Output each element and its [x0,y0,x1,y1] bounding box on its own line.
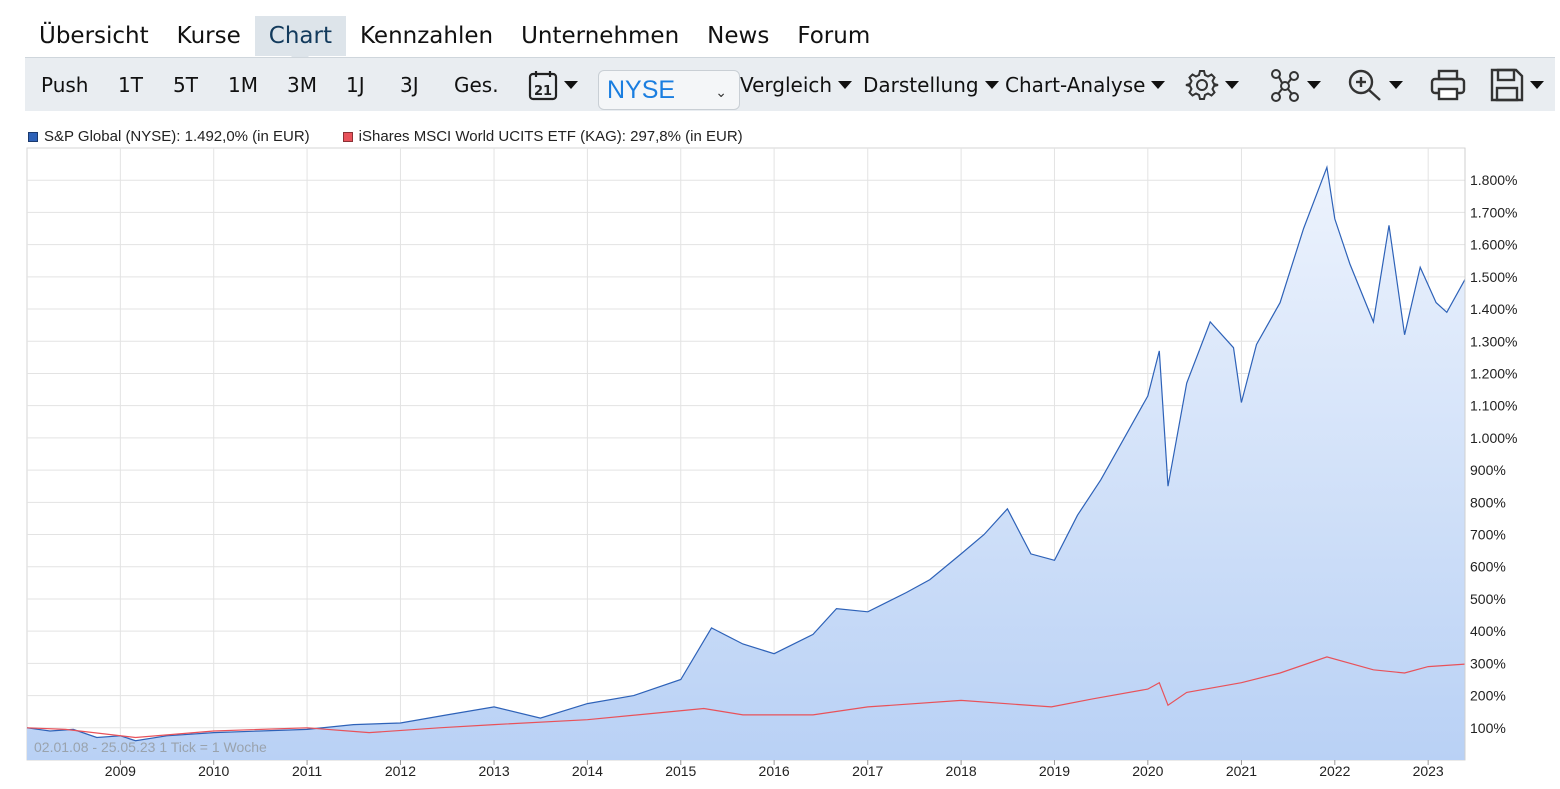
y-tick-label: 1.000% [1470,430,1517,446]
network-icon [1271,69,1299,102]
x-tick-label: 2009 [105,763,136,779]
tab-news[interactable]: News [707,23,770,49]
y-tick-label: 200% [1470,688,1506,704]
chevron-down-icon [1225,81,1239,89]
y-tick-label: 1.100% [1470,398,1517,414]
range-ges-button[interactable]: Ges. [454,73,499,97]
tab-unternehmen[interactable]: Unternehmen [521,23,680,49]
range-3j-button[interactable]: 3J [400,73,419,97]
y-tick-label: 800% [1470,494,1506,510]
vergleich-label: Vergleich [740,73,833,97]
chevron-down-icon [564,81,578,89]
x-tick-label: 2018 [946,763,977,779]
chart-legend: S&P Global (NYSE): 1.492,0% (in EUR) iSh… [28,128,776,145]
chevron-down-icon [838,81,853,89]
y-tick-label: 300% [1470,655,1506,671]
range-3m-button[interactable]: 3M [287,73,317,97]
range-1m-button[interactable]: 1M [228,73,258,97]
y-tick-label: 600% [1470,559,1506,575]
save-icon [1490,68,1524,102]
vergleich-dropdown[interactable]: Vergleich [740,58,853,112]
series-line-ishares [26,656,1466,739]
y-tick-label: 900% [1470,462,1506,478]
y-tick-label: 500% [1470,591,1506,607]
legend-swatch [28,131,38,142]
x-tick-label: 2015 [665,763,696,779]
x-tick-label: 2020 [1132,763,1163,779]
series-line-sp-global [26,164,1466,742]
chevron-down-icon: ⌄ [715,84,727,100]
print-icon [1430,69,1466,101]
darstellung-label: Darstellung [863,73,979,97]
tab-forum[interactable]: Forum [797,23,871,49]
y-tick-label: 1.200% [1470,365,1517,381]
x-tick-label: 2013 [478,763,509,779]
main-nav: Übersicht Kurse Chart Kennzahlen Unterne… [25,16,884,65]
chart-analyse-label: Chart-Analyse [1005,73,1146,97]
y-tick-label: 1.400% [1470,301,1517,317]
tab-chart[interactable]: Chart [254,16,346,65]
chart-toolbar: Push 1T 5T 1M 3M 1J 3J Ges. 21 NYSE ⌄ Ve… [25,57,1555,111]
series-area-sp-global [27,167,1465,761]
y-tick-label: 700% [1470,527,1506,543]
x-tick-label: 2019 [1039,763,1070,779]
calendar-day: 21 [534,84,552,99]
y-tick-label: 1.600% [1470,237,1517,253]
chart-analyse-dropdown[interactable]: Chart-Analyse [1005,58,1166,112]
range-1t-button[interactable]: 1T [118,73,143,97]
exchange-select[interactable]: NYSE ⌄ [598,70,740,110]
chevron-down-icon [1530,81,1544,89]
settings-button[interactable] [1185,58,1239,112]
date-range-label: 02.01.08 - 25.05.23 1 Tick = 1 Woche [34,739,267,755]
x-tick-label: 2017 [852,763,883,779]
y-tick-label: 1.500% [1470,269,1517,285]
settings-icon [1185,70,1219,100]
network-button[interactable] [1269,58,1321,112]
y-tick-label: 400% [1470,623,1506,639]
y-tick-label: 1.300% [1470,333,1517,349]
legend-label: iShares MSCI World UCITS ETF (KAG): 297,… [358,128,743,145]
x-tick-label: 2012 [385,763,416,779]
range-push-button[interactable]: Push [41,73,89,97]
x-tick-label: 2021 [1226,763,1257,779]
zoom-button[interactable] [1347,58,1403,112]
x-tick-label: 2022 [1319,763,1350,779]
y-tick-label: 1.800% [1470,172,1517,188]
darstellung-dropdown[interactable]: Darstellung [863,58,999,112]
save-button[interactable] [1490,58,1544,112]
legend-swatch [342,131,353,142]
tab-kennzahlen[interactable]: Kennzahlen [359,23,494,49]
x-tick-label: 2016 [759,763,790,779]
y-tick-label: 1.700% [1470,204,1517,220]
y-tick-label: 100% [1470,720,1506,736]
chevron-down-icon [1151,81,1166,89]
x-tick-label: 2023 [1413,763,1444,779]
chevron-down-icon [1389,81,1403,89]
range-1j-button[interactable]: 1J [346,73,365,97]
x-tick-label: 2010 [198,763,229,779]
chevron-down-icon [984,81,999,89]
x-tick-label: 2014 [572,763,603,779]
calendar-icon: 21 [528,71,558,101]
range-5t-button[interactable]: 5T [173,73,198,97]
x-tick-label: 2011 [292,763,322,779]
tab-uebersicht[interactable]: Übersicht [39,23,149,49]
legend-label: S&P Global (NYSE): 1.492,0% (in EUR) [44,128,310,145]
tab-kurse[interactable]: Kurse [176,23,241,49]
legend-entry-sp-global[interactable]: S&P Global (NYSE): 1.492,0% (in EUR) [28,128,310,145]
zoom-in-icon [1348,69,1381,101]
print-button[interactable] [1430,58,1466,112]
exchange-value: NYSE [607,75,676,104]
legend-entry-ishares[interactable]: iShares MSCI World UCITS ETF (KAG): 297,… [342,128,743,145]
calendar-button[interactable]: 21 [528,58,578,112]
chevron-down-icon [1307,81,1321,89]
